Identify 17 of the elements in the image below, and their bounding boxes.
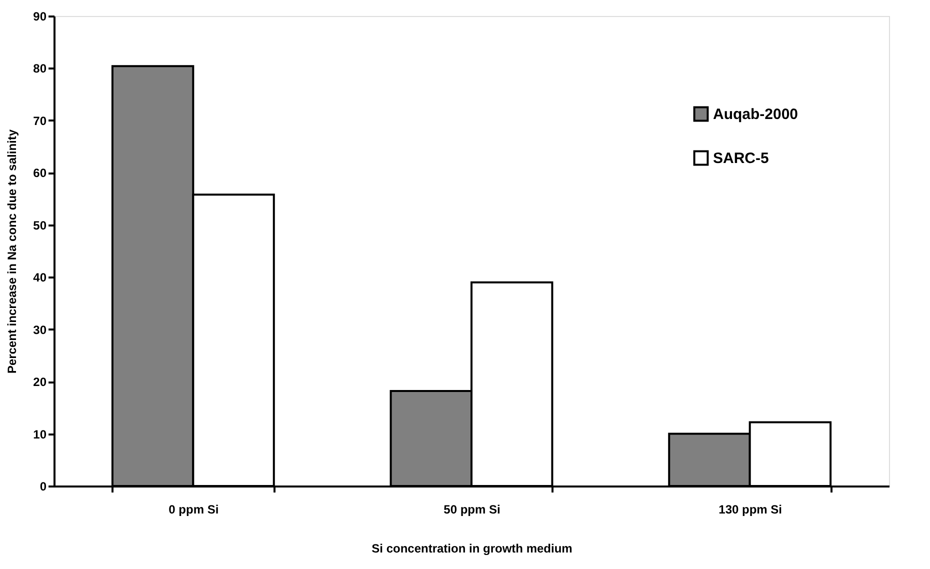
y-tick-label: 20 bbox=[33, 375, 47, 390]
x-axis-title: Si concentration in growth medium bbox=[372, 542, 572, 556]
y-tick-label: 30 bbox=[33, 322, 47, 337]
y-tick-label: 80 bbox=[33, 62, 47, 76]
legend-label: Auqab-2000 bbox=[713, 106, 798, 123]
y-tick-label: 40 bbox=[33, 270, 47, 285]
y-tick-label: 10 bbox=[33, 427, 47, 442]
y-tick-label: 0 bbox=[40, 480, 47, 494]
y-tick-label: 50 bbox=[33, 218, 47, 232]
y-tick-label: 70 bbox=[33, 114, 47, 128]
y-tick-label: 90 bbox=[33, 10, 47, 24]
x-tick-label: 0 ppm Si bbox=[168, 502, 219, 516]
y-axis-title: Percent increase in Na conc due to salinity bbox=[5, 129, 20, 374]
y-tick-label: 60 bbox=[33, 166, 47, 180]
legend-label: SARC-5 bbox=[713, 150, 769, 167]
x-tick-label: 50 ppm Si bbox=[444, 502, 500, 516]
x-tick-label: 130 ppm Si bbox=[718, 502, 782, 516]
